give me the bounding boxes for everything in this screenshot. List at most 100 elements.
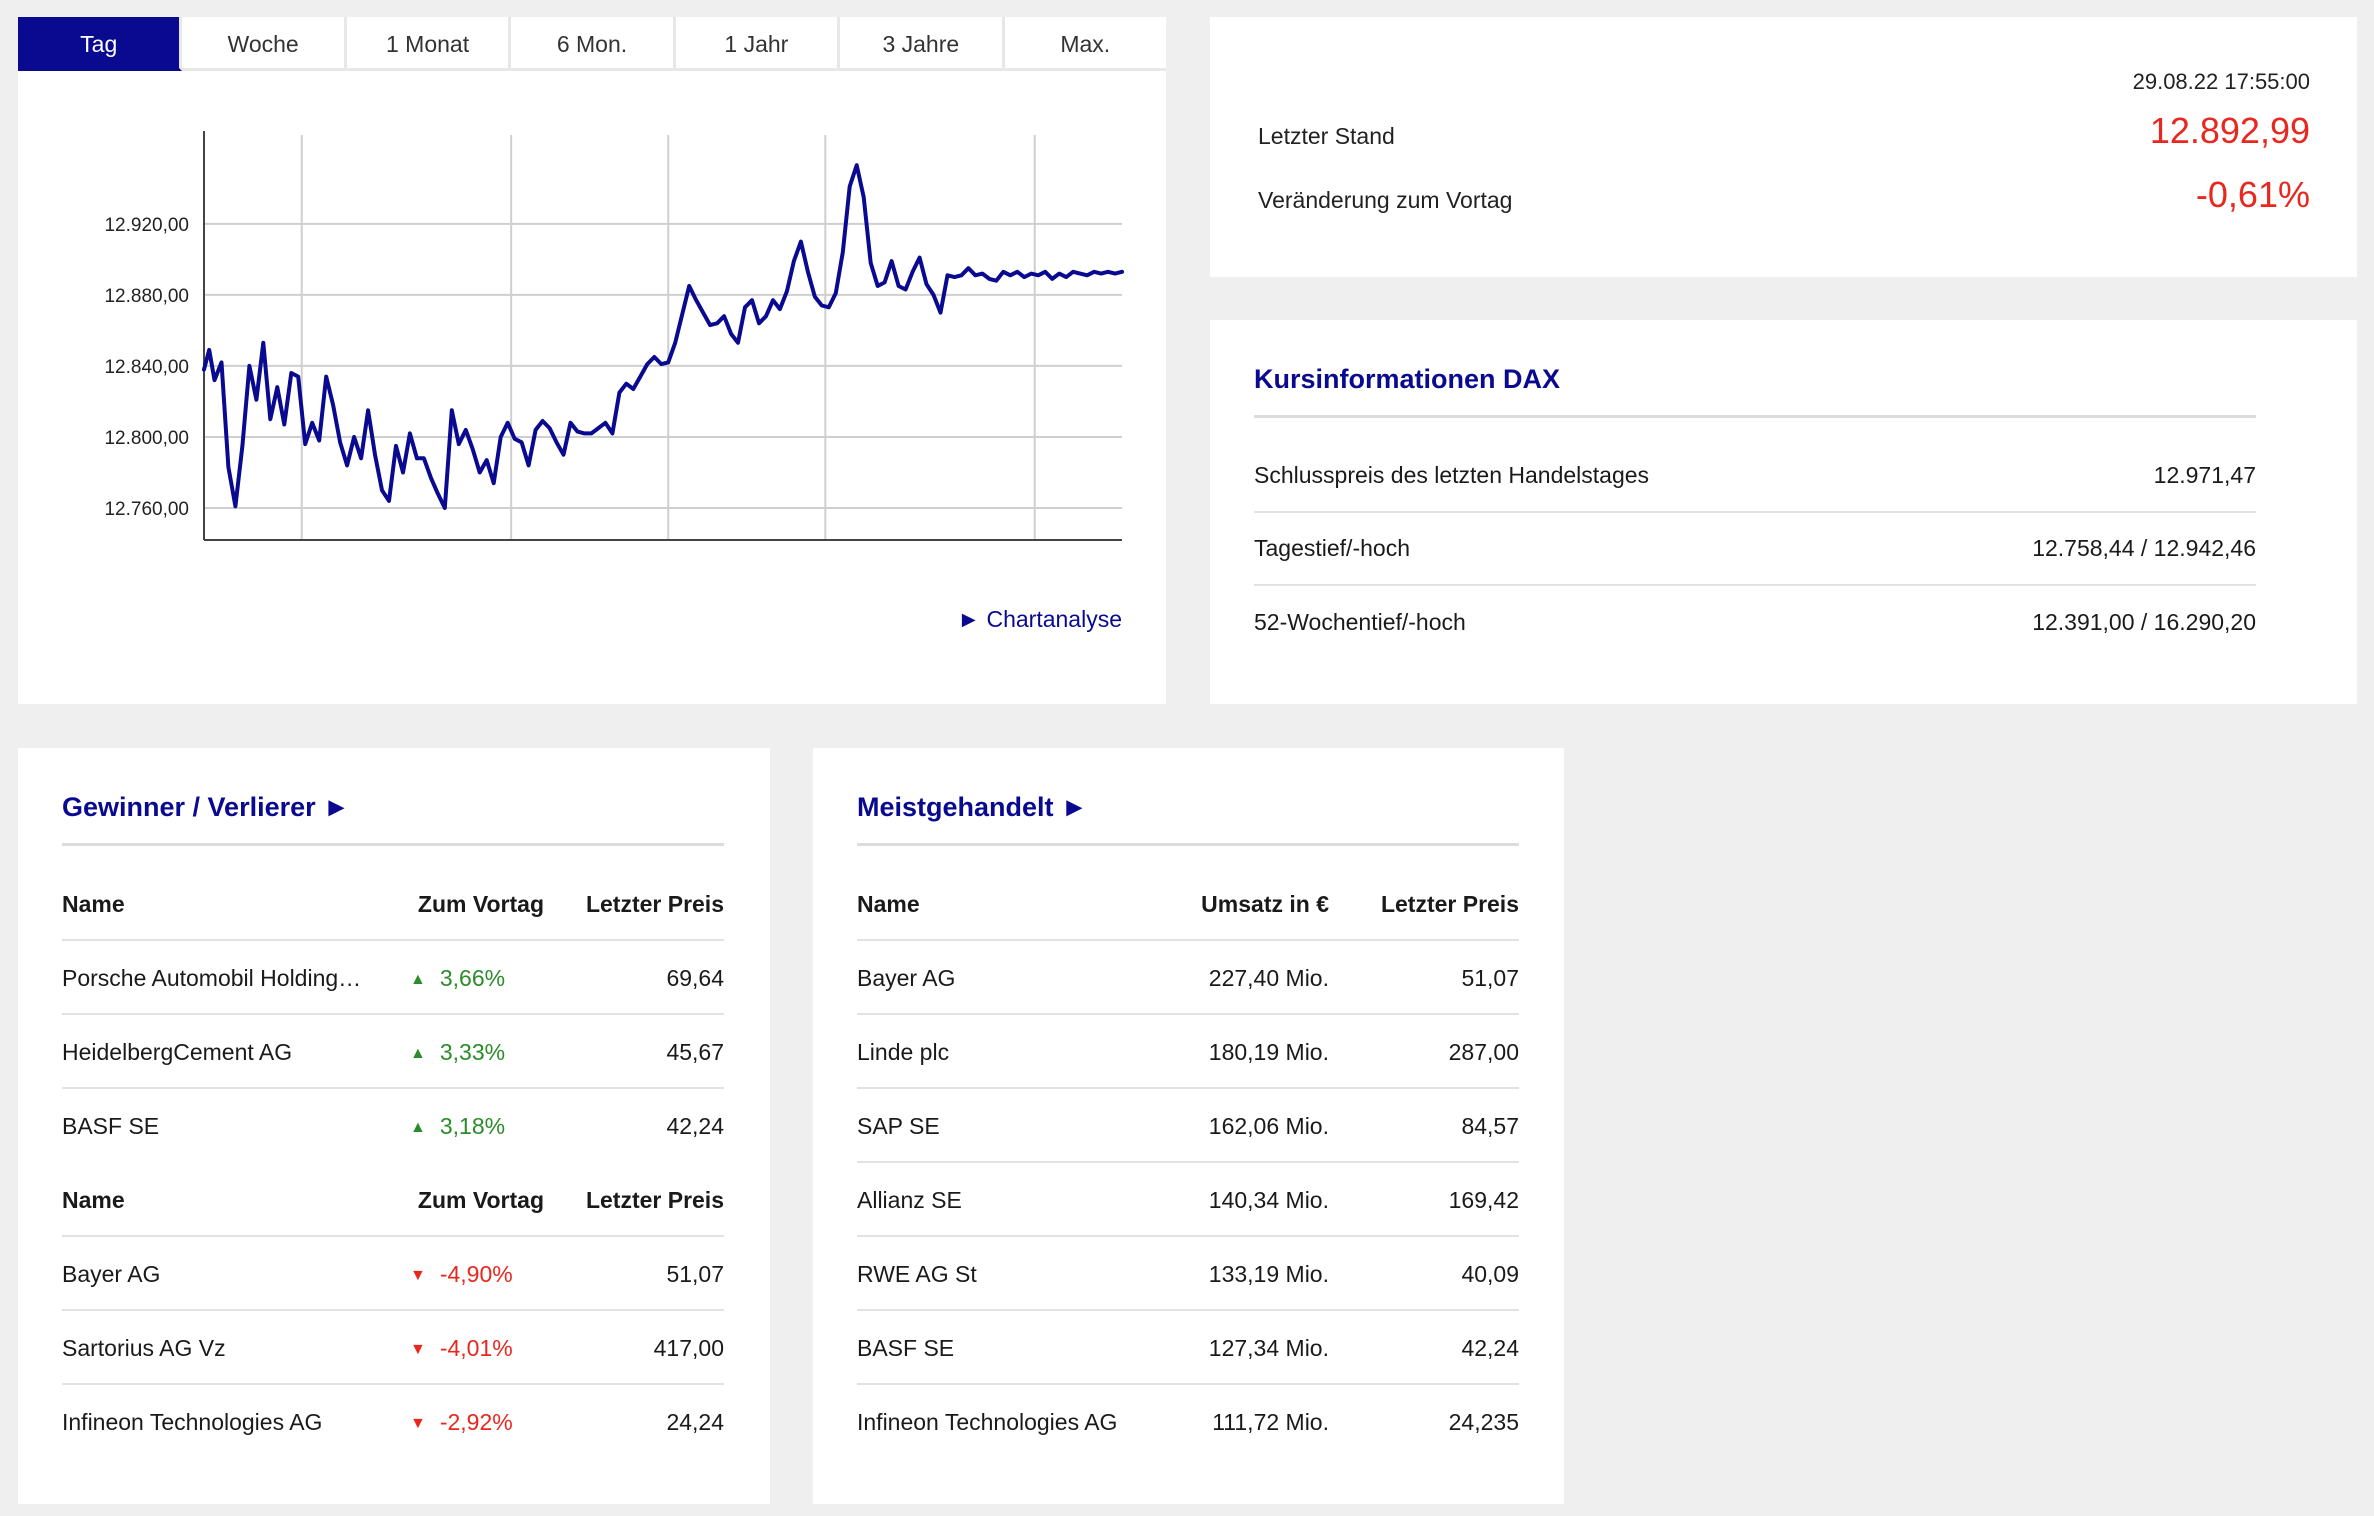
stock-name[interactable]: BASF SE — [857, 1335, 955, 1361]
stock-name[interactable]: RWE AG St — [857, 1261, 977, 1287]
info-value: 12.971,47 — [2153, 462, 2256, 488]
header-name: Name — [857, 891, 920, 917]
header-change: Zum Vortag — [417, 1187, 544, 1213]
last-price: 40,09 — [1461, 1261, 1519, 1287]
stock-name[interactable]: Infineon Technologies AG — [62, 1409, 323, 1435]
section-divider — [857, 843, 1519, 846]
info-row-52-week-range: 52-Wochentief/-hoch 12.391,00 / 16.290,2… — [1254, 586, 2256, 659]
stock-name[interactable]: SAP SE — [857, 1113, 940, 1139]
y-tick-label: 12.760,00 — [104, 499, 189, 520]
tab-1-jahr[interactable]: 1 Jahr — [675, 17, 841, 71]
tab-max[interactable]: Max. — [1004, 17, 1166, 71]
table-row[interactable]: Infineon Technologies AG 111,72 Mio. 24,… — [857, 1385, 1519, 1459]
volume: 127,34 Mio. — [1208, 1335, 1329, 1361]
volume: 133,19 Mio. — [1208, 1261, 1329, 1287]
last-price: 42,24 — [666, 1113, 724, 1139]
info-label: Tagestief/-hoch — [1254, 535, 1410, 561]
stock-name[interactable]: Bayer AG — [857, 965, 956, 991]
header-volume: Umsatz in € — [1201, 891, 1329, 917]
stock-name[interactable]: Linde plc — [857, 1039, 950, 1065]
change-percent: 3,33% — [439, 1039, 506, 1065]
table-header: Name Zum Vortag Letzter Preis — [62, 1163, 724, 1237]
volume: 140,34 Mio. — [1208, 1187, 1329, 1213]
table-row[interactable]: Sartorius AG Vz ▼ -4,01% 417,00 — [62, 1311, 724, 1385]
change-label: Veränderung zum Vortag — [1258, 187, 1513, 213]
table-row[interactable]: Bayer AG ▼ -4,90% 51,07 — [62, 1237, 724, 1311]
chartanalyse-link[interactable]: ► Chartanalyse — [957, 606, 1122, 632]
down-arrow-icon: ▼ — [410, 1341, 426, 1358]
info-label: 52-Wochentief/-hoch — [1254, 609, 1466, 635]
table-row[interactable]: Infineon Technologies AG ▼ -2,92% 24,24 — [62, 1385, 724, 1459]
y-tick-label: 12.800,00 — [104, 428, 189, 449]
down-arrow-icon: ▼ — [410, 1415, 426, 1432]
last-price: 287,00 — [1448, 1039, 1519, 1065]
quote-datetime: 29.08.22 17:55:00 — [2132, 69, 2310, 94]
tab-3-jahre[interactable]: 3 Jahre — [840, 17, 1005, 71]
y-tick-label: 12.840,00 — [104, 357, 189, 378]
price-line — [202, 163, 1124, 510]
last-price-value: 12.892,99 — [2149, 110, 2310, 151]
table-row[interactable]: Porsche Automobil Holding… ▲ 3,66% 69,64 — [62, 941, 724, 1015]
header-name: Name — [62, 891, 125, 917]
last-price: 69,64 — [666, 965, 724, 991]
info-value: 12.391,00 / 16.290,20 — [2032, 609, 2256, 635]
table-row[interactable]: Bayer AG 227,40 Mio. 51,07 — [857, 941, 1519, 1015]
winners-losers-table: Name Zum Vortag Letzter Preis Porsche Au… — [62, 867, 724, 1459]
y-tick-label: 12.920,00 — [104, 215, 189, 236]
up-arrow-icon: ▲ — [410, 971, 426, 988]
volume: 162,06 Mio. — [1208, 1113, 1329, 1139]
timeframe-tabs: Tag Woche 1 Monat 6 Mon. 1 Jahr 3 Jahre … — [18, 17, 1166, 71]
table-row[interactable]: HeidelbergCement AG ▲ 3,33% 45,67 — [62, 1015, 724, 1089]
stock-name[interactable]: Porsche Automobil Holding… — [62, 965, 362, 991]
table-row[interactable]: BASF SE ▲ 3,18% 42,24 — [62, 1089, 724, 1163]
header-price: Letzter Preis — [585, 891, 724, 917]
most-traded-title-link[interactable]: Meistgehandelt ► — [857, 792, 1088, 822]
table-header: Name Zum Vortag Letzter Preis — [62, 867, 724, 941]
header-change: Zum Vortag — [417, 891, 544, 917]
tab-tag[interactable]: Tag — [18, 17, 183, 71]
info-row-day-range: Tagestief/-hoch 12.758,44 / 12.942,46 — [1254, 513, 2256, 586]
table-header: Name Umsatz in € Letzter Preis — [857, 867, 1519, 941]
info-label: Schlusspreis des letzten Handelstages — [1254, 462, 1650, 488]
tab-1-monat[interactable]: 1 Monat — [346, 17, 512, 71]
stock-name[interactable]: Sartorius AG Vz — [62, 1335, 226, 1361]
last-price: 24,24 — [666, 1409, 724, 1435]
tab-6-mon[interactable]: 6 Mon. — [511, 17, 676, 71]
stock-name[interactable]: Allianz SE — [857, 1187, 962, 1213]
last-price: 84,57 — [1461, 1113, 1519, 1139]
price-info-panel: Kursinformationen DAX Schlusspreis des l… — [1210, 320, 2357, 704]
stock-name[interactable]: Infineon Technologies AG — [857, 1409, 1118, 1435]
table-row[interactable]: Linde plc 180,19 Mio. 287,00 — [857, 1015, 1519, 1089]
intraday-chart[interactable]: 12.760,00 12.800,00 12.840,00 12.880,00 12.9… — [18, 71, 1166, 551]
stock-name[interactable]: HeidelbergCement AG — [62, 1039, 293, 1065]
change-percent: -4,01% — [439, 1335, 513, 1361]
last-price: 24,235 — [1448, 1409, 1519, 1435]
stock-name[interactable]: Bayer AG — [62, 1261, 161, 1287]
last-price: 51,07 — [666, 1261, 724, 1287]
last-price-label: Letzter Stand — [1258, 123, 1395, 149]
last-price: 51,07 — [1461, 965, 1519, 991]
stock-name[interactable]: BASF SE — [62, 1113, 160, 1139]
y-tick-label: 12.880,00 — [104, 286, 189, 307]
change-percent: 3,18% — [439, 1113, 506, 1139]
change-percent: -2,92% — [439, 1409, 513, 1435]
header-price: Letzter Preis — [1380, 891, 1519, 917]
table-row[interactable]: RWE AG St 133,19 Mio. 40,09 — [857, 1237, 1519, 1311]
tab-woche[interactable]: Woche — [182, 17, 347, 71]
table-row[interactable]: SAP SE 162,06 Mio. 84,57 — [857, 1089, 1519, 1163]
winners-losers-title-link[interactable]: Gewinner / Verlierer ► — [62, 792, 350, 822]
last-price: 42,24 — [1461, 1335, 1519, 1361]
last-price: 169,42 — [1448, 1187, 1519, 1213]
up-arrow-icon: ▲ — [410, 1119, 426, 1136]
winners-losers-panel: Gewinner / Verlierer ► Name Zum Vortag L… — [18, 748, 770, 1504]
table-row[interactable]: Allianz SE 140,34 Mio. 169,42 — [857, 1163, 1519, 1237]
table-row[interactable]: BASF SE 127,34 Mio. 42,24 — [857, 1311, 1519, 1385]
info-value: 12.758,44 / 12.942,46 — [2032, 535, 2256, 561]
chart-panel: Tag Woche 1 Monat 6 Mon. 1 Jahr 3 Jahre … — [18, 17, 1166, 704]
change-value: -0,61% — [2195, 174, 2310, 215]
change-percent: -4,90% — [439, 1261, 513, 1287]
last-price: 45,67 — [666, 1039, 724, 1065]
quote-panel: 29.08.22 17:55:00 Letzter Stand 12.892,9… — [1210, 17, 2357, 277]
header-price: Letzter Preis — [585, 1187, 724, 1213]
volume: 180,19 Mio. — [1208, 1039, 1329, 1065]
